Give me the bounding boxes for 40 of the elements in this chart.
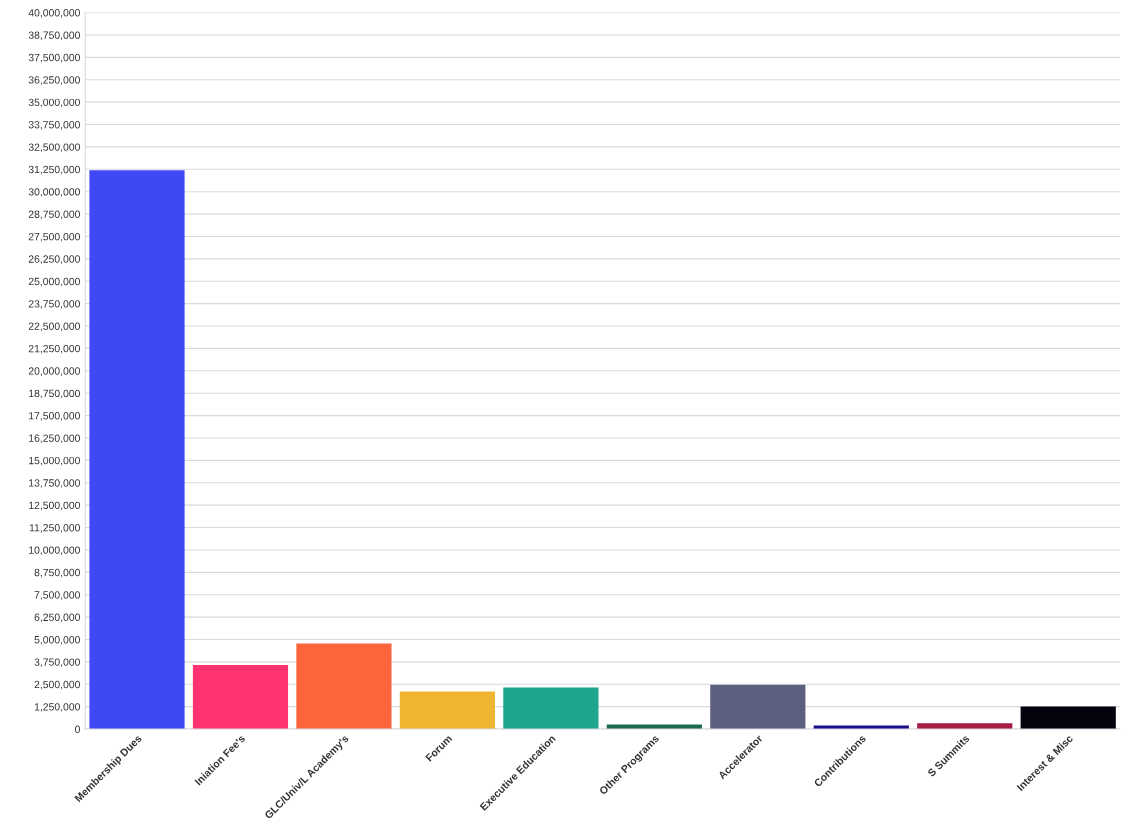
y-tick-label: 12,500,000 [29,501,81,511]
y-tick-label: 3,750,000 [34,658,81,667]
bar [296,643,392,730]
y-tick-label: 35,000,000 [28,98,81,108]
y-tick-label: 26,250,000 [28,255,81,264]
y-tick-label: 31,250,000 [28,165,81,175]
y-tick-label: 18,750,000 [29,389,81,399]
y-tick-label: 22,500,000 [28,322,81,332]
y-tick-label: 1,250,000 [34,703,81,712]
bar [399,691,495,730]
bar [710,684,806,730]
y-tick-label: 33,750,000 [28,121,81,130]
bar [192,664,289,730]
y-tick-label: 38,750,000 [28,31,81,41]
y-tick-label: 28,750,000 [28,210,81,220]
y-tick-label: 8,750,000 [34,568,81,578]
y-tick-label: 30,000,000 [28,188,81,197]
y-tick-label: 15,000,000 [29,456,81,466]
y-tick-label: 0 [75,725,81,733]
y-tick-label: 27,500,000 [28,232,81,242]
y-tick-label: 16,250,000 [29,434,81,444]
y-tick-label: 25,000,000 [28,277,81,287]
y-tick-label: 13,750,000 [29,479,81,488]
y-tick-label: 11,250,000 [29,524,81,533]
y-tick-label: 23,750,000 [28,300,81,309]
y-tick-label: 21,250,000 [28,344,81,354]
bar [89,170,185,730]
y-tick-label: 36,250,000 [28,76,81,85]
y-tick-label: 37,500,000 [28,53,81,63]
bar [1020,706,1116,730]
y-tick-label: 6,250,000 [34,613,81,623]
y-tick-label: 40,000,000 [28,9,81,18]
y-tick-label: 10,000,000 [29,546,81,556]
y-tick-label: 32,500,000 [28,143,81,153]
y-tick-label: 20,000,000 [28,367,81,376]
bar [503,687,599,730]
y-tick-label: 17,500,000 [29,412,81,421]
y-tick-label: 2,500,000 [34,680,81,690]
y-tick-label: 7,500,000 [34,591,81,600]
y-tick-label: 5,000,000 [34,636,81,645]
